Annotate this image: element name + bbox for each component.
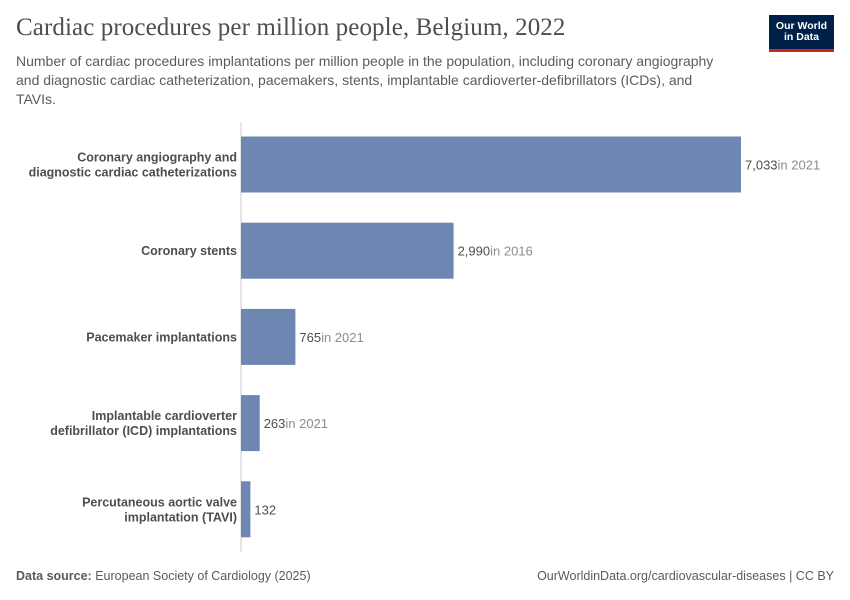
value-number: 263: [264, 416, 286, 431]
value-number: 132: [254, 502, 276, 517]
value-year: in 2021: [321, 330, 364, 345]
footer-separator: |: [789, 569, 793, 583]
value-year: in 2021: [778, 158, 821, 173]
value-year: in 2021: [285, 416, 328, 431]
category-label-line: defibrillator (ICD) implantations: [50, 424, 237, 438]
category-label-line: Implantable cardioverter: [92, 409, 237, 423]
source-text: European Society of Cardiology (2025): [95, 569, 311, 583]
bar-0[interactable]: [241, 136, 741, 193]
category-label-0: Coronary angiography and diagnostic cardi…: [29, 151, 237, 180]
value-label-2: 765in 2021: [299, 330, 363, 345]
category-label-line: Pacemaker implantations: [86, 330, 237, 344]
bar-3[interactable]: [241, 395, 260, 452]
logo-line-1: Our World: [775, 19, 828, 32]
bar-1[interactable]: [241, 222, 454, 279]
bar-4[interactable]: [241, 481, 251, 538]
category-label-1: Coronary stents: [141, 244, 237, 258]
chart-subtitle: Number of cardiac procedures implantatio…: [16, 53, 714, 107]
category-label-line: diagnostic cardiac catheterizations: [29, 166, 237, 180]
footer-link: OurWorldinData.org/cardiovascular-diseas…: [537, 569, 834, 583]
chart-title: Cardiac procedures per million people, B…: [16, 14, 566, 41]
logo-line-2: in Data: [783, 31, 819, 43]
bar-chart: Coronary angiography and diagnostic cardi…: [29, 122, 820, 552]
source-label: Data source:: [16, 569, 92, 583]
value-year: in 2016: [490, 244, 533, 259]
category-label-2: Pacemaker implantations: [86, 330, 237, 344]
owid-logo[interactable]: Our World in Data: [769, 15, 834, 52]
value-label-1: 2,990in 2016: [458, 244, 533, 259]
license-link[interactable]: CC BY: [795, 569, 834, 583]
value-number: 2,990: [458, 244, 491, 259]
bar-2[interactable]: [241, 308, 296, 365]
value-number: 7,033: [745, 158, 778, 173]
category-label-line: implantation (TAVI): [124, 510, 237, 524]
footer-source: Data source: European Society of Cardiol…: [16, 569, 311, 583]
category-label-line: Coronary angiography and: [77, 151, 237, 165]
category-label-4: Percutaneous aortic valve implantation (T…: [82, 495, 237, 524]
category-label-line: Percutaneous aortic valve: [82, 495, 237, 509]
value-label-0: 7,033in 2021: [745, 158, 820, 173]
value-number: 765: [299, 330, 321, 345]
value-label-4: 132: [254, 502, 276, 517]
category-label-3: Implantable cardioverter defibrillator (I…: [50, 409, 237, 438]
category-label-line: Coronary stents: [141, 244, 237, 258]
value-label-3: 263in 2021: [264, 416, 328, 431]
source-url-link[interactable]: OurWorldinData.org/cardiovascular-diseas…: [537, 569, 786, 583]
